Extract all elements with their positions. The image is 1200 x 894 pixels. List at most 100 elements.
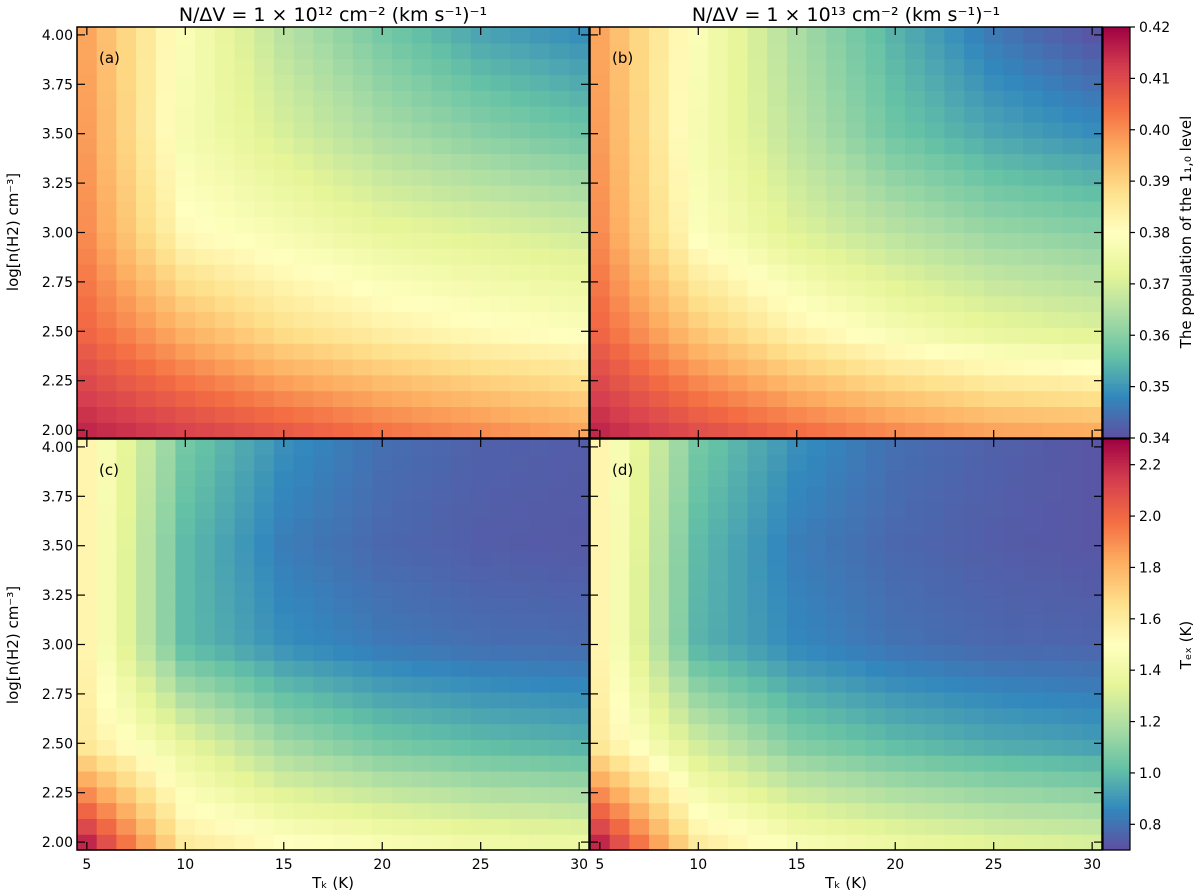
heatmap-cell xyxy=(195,327,216,344)
heatmap-cell xyxy=(529,295,551,313)
heatmap-cell xyxy=(155,565,177,582)
heatmap-cell xyxy=(155,770,177,788)
heatmap-cell xyxy=(846,834,867,851)
heatmap-cell xyxy=(1042,676,1064,693)
heatmap-cell xyxy=(708,343,729,360)
heatmap-cell xyxy=(806,295,827,313)
colorbar-segment xyxy=(1103,444,1130,448)
heatmap-cell xyxy=(273,549,295,567)
heatmap-cell xyxy=(1003,358,1024,376)
heatmap-cell xyxy=(767,533,788,551)
heatmap-cell xyxy=(392,232,413,249)
heatmap-cell xyxy=(629,439,650,456)
heatmap-cell xyxy=(510,581,531,598)
heatmap-cell xyxy=(786,121,808,139)
heatmap-cell xyxy=(1023,834,1044,851)
heatmap-cell xyxy=(77,216,98,234)
heatmap-cell xyxy=(411,723,433,740)
heatmap-cell xyxy=(1082,42,1103,60)
heatmap-cell xyxy=(1003,248,1024,265)
colorbar-segment xyxy=(1103,232,1130,236)
heatmap-cell xyxy=(649,279,670,297)
heatmap-cell xyxy=(234,137,255,155)
heatmap-cell xyxy=(905,327,926,344)
heatmap-cell xyxy=(668,707,690,725)
heatmap-cell xyxy=(1082,343,1103,360)
heatmap-cell xyxy=(924,644,946,661)
heatmap-cell xyxy=(214,723,236,740)
heatmap-cell xyxy=(470,802,492,819)
heatmap-cell xyxy=(96,486,117,503)
heatmap-cell xyxy=(1082,216,1103,234)
heatmap-cell xyxy=(688,406,709,423)
heatmap-cell xyxy=(254,153,275,170)
heatmap-cell xyxy=(293,439,314,456)
heatmap-cell xyxy=(293,644,314,661)
heatmap-cell xyxy=(352,644,373,661)
heatmap-cell xyxy=(747,549,768,567)
colorbar-segment xyxy=(1103,631,1130,635)
heatmap-cell xyxy=(77,502,98,519)
heatmap-cell xyxy=(865,153,886,170)
heatmap-cell xyxy=(293,770,314,788)
heatmap-cell xyxy=(609,533,630,551)
heatmap-cell xyxy=(668,660,690,677)
heatmap-cell xyxy=(234,374,255,392)
heatmap-cell xyxy=(668,374,690,392)
heatmap-cell xyxy=(1082,770,1103,788)
colorbar-segment xyxy=(1103,585,1130,589)
heatmap-cell xyxy=(1023,597,1044,614)
heatmap-cell xyxy=(273,406,295,423)
heatmap-cell xyxy=(747,153,768,170)
heatmap-cell xyxy=(590,216,611,234)
heatmap-cell xyxy=(806,660,827,677)
heatmap-cell xyxy=(490,169,511,186)
heatmap-cell xyxy=(333,770,354,788)
heatmap-cell xyxy=(944,470,965,488)
heatmap-cell xyxy=(392,216,413,234)
colorbar-segment xyxy=(1103,808,1130,813)
heatmap-cell xyxy=(688,644,709,661)
heatmap-cell xyxy=(826,27,847,44)
heatmap-cell xyxy=(649,597,670,614)
heatmap-cell xyxy=(273,169,295,186)
heatmap-cell xyxy=(234,422,255,439)
colorbar-segment xyxy=(1103,534,1130,538)
heatmap-cell xyxy=(786,802,808,819)
colorbar-segment xyxy=(1103,276,1130,280)
heatmap-cell xyxy=(609,200,630,218)
heatmap-cell xyxy=(214,597,236,614)
heatmap-cell xyxy=(155,74,177,91)
heatmap-cell xyxy=(885,612,906,630)
heatmap-cell xyxy=(1003,422,1024,439)
heatmap-cell xyxy=(431,106,452,123)
colorbar-segment xyxy=(1103,394,1130,398)
heatmap-cell xyxy=(964,454,985,472)
heatmap-cell xyxy=(254,707,275,725)
heatmap-cell xyxy=(313,676,334,693)
heatmap-cell xyxy=(964,279,985,297)
heatmap-cell xyxy=(905,58,926,76)
heatmap-cell xyxy=(767,676,788,693)
heatmap-cell xyxy=(649,232,670,249)
heatmap-cell xyxy=(1082,106,1103,123)
heatmap-cell xyxy=(609,502,630,519)
heatmap-cell xyxy=(1003,676,1024,693)
heatmap-cell xyxy=(96,422,117,439)
colorbar-top: 0.420.410.400.390.380.370.360.350.34 xyxy=(1102,20,1170,447)
heatmap-cell xyxy=(727,470,749,488)
heatmap-cell xyxy=(786,454,808,472)
heatmap-cell xyxy=(1023,660,1044,677)
heatmap-cell xyxy=(629,739,650,756)
heatmap-cell xyxy=(629,470,650,488)
colorbar-segment xyxy=(1103,399,1130,403)
heatmap-cell xyxy=(529,422,551,439)
heatmap-cell xyxy=(116,279,137,297)
heatmap-cell xyxy=(708,90,729,107)
heatmap-cell xyxy=(352,834,373,851)
heatmap-cell xyxy=(727,74,749,91)
colorbar-segment xyxy=(1103,134,1130,139)
heatmap-cell xyxy=(273,486,295,503)
heatmap-cell xyxy=(1003,660,1024,677)
heatmap-cell xyxy=(392,295,413,313)
